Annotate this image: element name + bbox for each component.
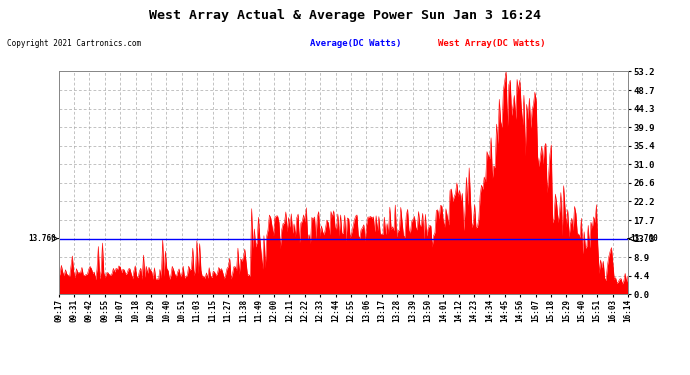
Text: 13.760: 13.760 xyxy=(631,234,658,243)
Text: 13.760: 13.760 xyxy=(28,234,56,243)
Text: Copyright 2021 Cartronics.com: Copyright 2021 Cartronics.com xyxy=(7,39,141,48)
Text: West Array Actual & Average Power Sun Jan 3 16:24: West Array Actual & Average Power Sun Ja… xyxy=(149,9,541,22)
Text: West Array(DC Watts): West Array(DC Watts) xyxy=(438,39,546,48)
Text: Average(DC Watts): Average(DC Watts) xyxy=(310,39,402,48)
